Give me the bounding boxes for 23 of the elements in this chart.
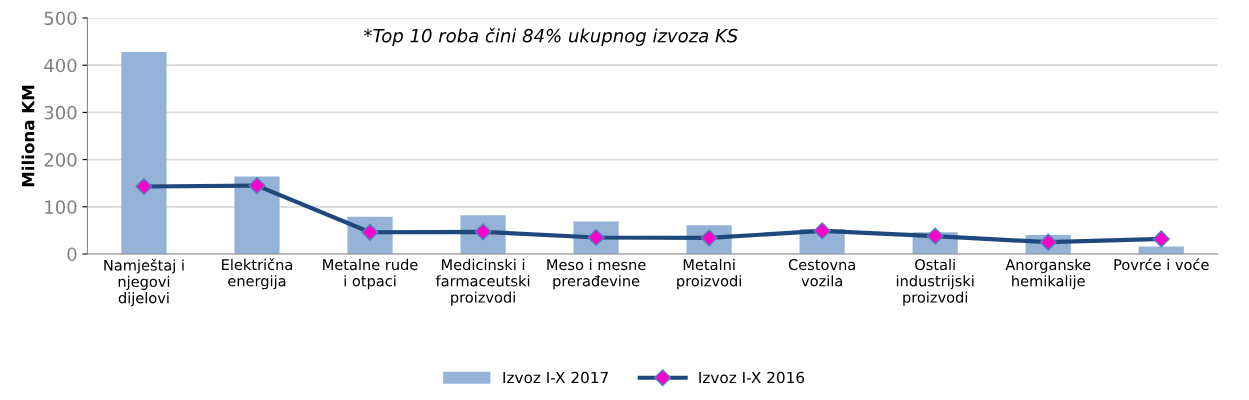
x-tick-label: Anorganske hemikalije bbox=[1005, 258, 1091, 290]
x-tick-label: Meso i mesne prerađevine bbox=[547, 258, 646, 290]
bar bbox=[1138, 246, 1184, 254]
x-tick-label: Cestovna vozila bbox=[788, 259, 855, 287]
y-tick-label: 500 bbox=[44, 11, 77, 26]
annotation: *Top 10 roba čini 84% ukupnog izvoza KS bbox=[363, 27, 738, 46]
x-tick-label: Medicinski i farmaceutski proizvodi bbox=[435, 258, 530, 306]
y-axis-title: Miliona KM bbox=[21, 85, 35, 187]
y-tick-label: 100 bbox=[45, 200, 77, 214]
y-tick-label: 200 bbox=[44, 153, 77, 167]
bar bbox=[234, 176, 280, 254]
y-tick-label: 0 bbox=[67, 247, 77, 262]
legend-label: Izvoz I-X 2017 bbox=[503, 371, 608, 384]
legend-label: Izvoz I-X 2016 bbox=[699, 371, 805, 384]
x-tick-label: Metalni proizvodi bbox=[677, 258, 741, 290]
y-tick-label: 300 bbox=[44, 105, 77, 120]
y-tick-label: 400 bbox=[44, 58, 77, 73]
bar bbox=[121, 51, 167, 254]
x-tick-label: Namještaj i njegovi dijelovi bbox=[104, 258, 184, 307]
x-tick-label: Metalne rude i otpaci bbox=[323, 258, 418, 290]
x-tick-label: Povrće i voće bbox=[1114, 258, 1209, 271]
x-tick-label: Električna energija bbox=[222, 258, 292, 290]
x-tick-label: Ostali industrijski proizvodi bbox=[896, 258, 974, 306]
